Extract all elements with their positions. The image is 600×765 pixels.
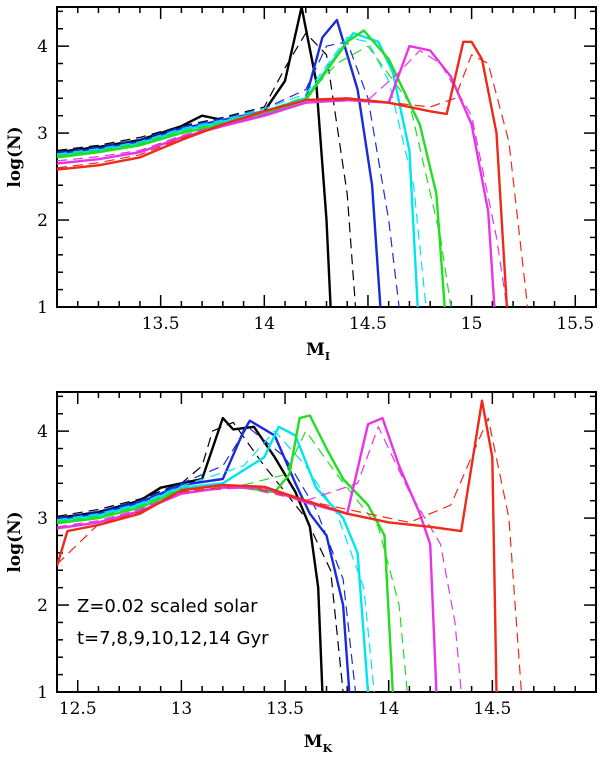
y-axis-label-top: log(N) [5,126,25,187]
series-group-top [57,7,529,307]
x-axis-label-bottom: MK [304,732,333,755]
series-dashed-t-10-gyr [57,45,452,307]
series-dashed-t-12-gyr [57,426,462,692]
y-tick-label: 4 [37,422,48,442]
series-solid-t-7-gyr [57,416,324,692]
series-dashed-t-7-gyr [57,421,344,692]
y-tick-label: 2 [37,596,48,616]
series-solid-t-10-gyr [57,414,394,692]
y-tick-label: 3 [37,124,48,144]
series-solid-t-14-gyr [57,40,509,307]
x-tick-label: 14.5 [473,699,511,719]
series-dashed-t-10-gyr [57,430,408,692]
bottom-panel-mk: 12.5 13 13.5 14 14.5 1 2 3 4 Z=0.02 scaled solar… [5,391,597,755]
series-dashed-t-12-gyr [57,49,508,307]
x-axis-label-top: MI [306,340,330,363]
annotation-metallicity: Z=0.02 scaled solar [77,596,258,617]
y-axis-label-bottom: log(N) [5,511,25,572]
x-tick-label: 13 [171,699,193,719]
series-solid-t-12-gyr [57,416,438,692]
y-tick-label: 4 [37,37,48,57]
ticks-top [56,7,597,308]
y-tick-label: 2 [37,211,48,231]
ticks-bottom [56,392,597,693]
series-solid-t-8-gyr [57,419,351,692]
x-tick-label: 12.5 [59,699,97,719]
tick-labels-top: 13.5 14 14.5 15 15.5 1 2 3 4 [37,37,594,334]
tick-labels-bottom: 12.5 13 13.5 14 14.5 1 2 3 4 [37,422,511,719]
x-tick-label: 13.5 [142,314,180,334]
x-tick-label: 14 [378,699,400,719]
series-dashed-t-7-gyr [57,32,357,307]
x-tick-label: 14.5 [349,314,387,334]
x-tick-label: 13.5 [266,699,304,719]
series-dashed-t-9-gyr [57,430,375,692]
y-tick-label: 1 [37,683,48,703]
series-group-bottom [57,399,522,692]
series-dashed-t-14-gyr [57,417,522,692]
annotation-ages: t=7,8,9,10,12,14 Gyr [77,628,269,649]
x-tick-label: 14 [253,314,275,334]
x-tick-label: 15.5 [556,314,594,334]
series-dashed-t-8-gyr [57,426,357,692]
series-solid-t-9-gyr [57,31,419,307]
series-solid-t-9-gyr [57,425,370,692]
top-panel-mi: 13.5 14 14.5 15 15.5 1 2 3 4 MI log(N) [5,6,597,363]
series-dashed-t-8-gyr [57,41,400,307]
x-tick-label: 15 [461,314,483,334]
series-solid-t-14-gyr [57,399,498,692]
series-solid-t-12-gyr [57,44,496,307]
y-tick-label: 3 [37,509,48,529]
series-dashed-t-14-gyr [57,54,529,307]
y-tick-label: 1 [37,298,48,318]
